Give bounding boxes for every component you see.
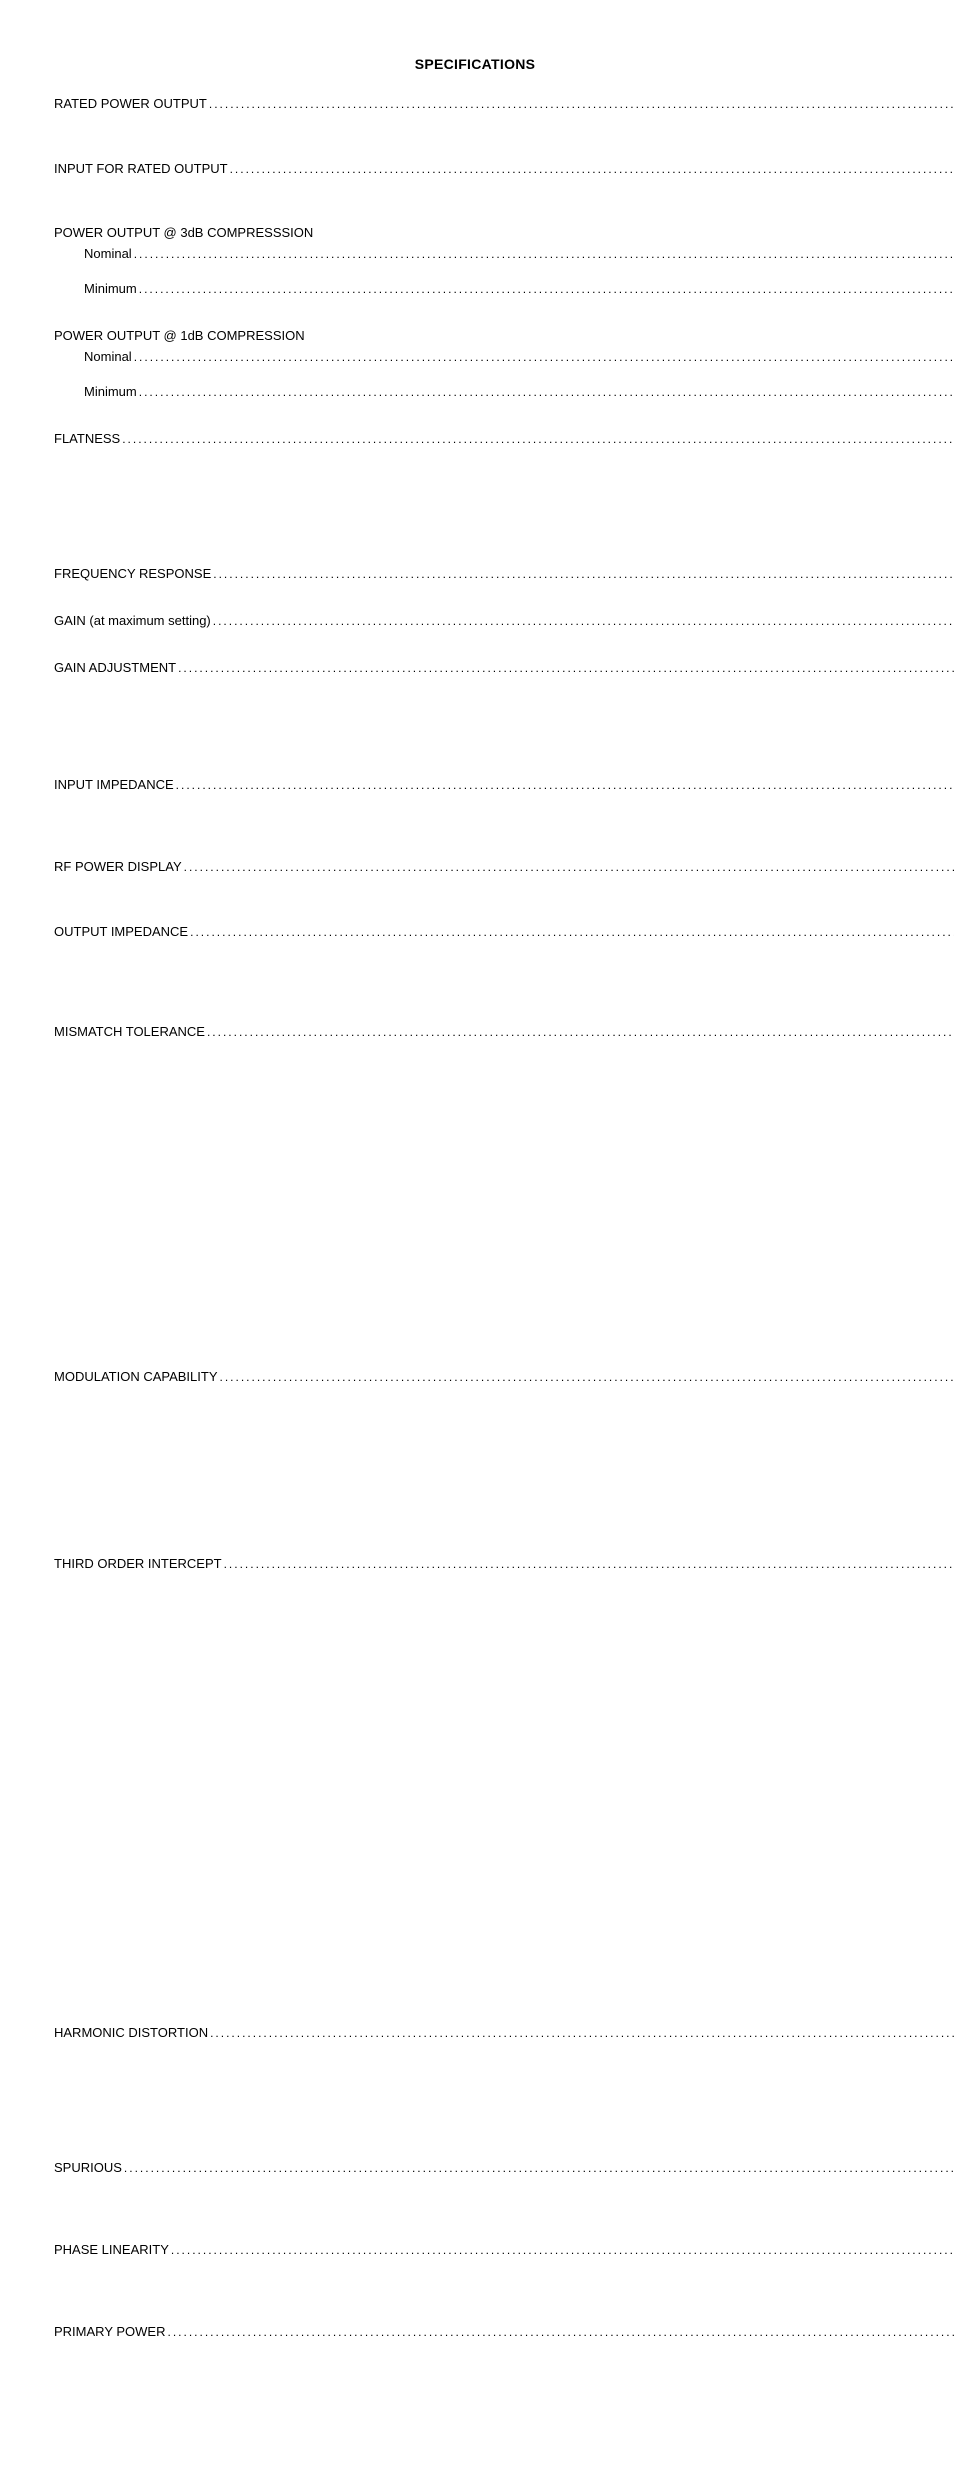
spec-label: GAIN (at maximum setting) <box>54 612 211 630</box>
spec-label-col: Nominal <box>54 347 954 366</box>
spec-row: RATED POWER OUTPUT120 watts minimum <box>54 94 896 147</box>
spec-label-col: MISMATCH TOLERANCE <box>54 1022 954 1041</box>
spec-label: POWER OUTPUT @ 1dB COMPRESSION <box>54 327 305 345</box>
spec-row: Minimum100 watts <box>54 382 896 417</box>
spec-label: GAIN ADJUSTMENT <box>54 659 176 677</box>
dot-leader <box>190 924 954 942</box>
spec-row: POWER OUTPUT @ 3dB COMPRESSSION <box>54 223 896 242</box>
spec-label: Minimum <box>84 280 137 298</box>
spec-row: THIRD ORDER INTERCEPTSee chart. The thir… <box>54 1554 896 2010</box>
spec-label-col: MODULATION CAPABILITY <box>54 1367 954 1386</box>
spec-label-col: OUTPUT IMPEDANCE <box>54 922 954 941</box>
dot-leader <box>307 328 432 346</box>
spec-label: THIRD ORDER INTERCEPT <box>54 1555 222 1573</box>
spec-label: FREQUENCY RESPONSE <box>54 565 211 583</box>
spec-label-col: Minimum <box>54 279 954 298</box>
spec-row: SPURIOUSMinus 73 dbc Typ. <box>54 2158 896 2228</box>
spec-row: Minimum120 watts <box>54 279 896 314</box>
page-title: SPECIFICATIONS <box>54 56 896 72</box>
spec-row: INPUT FOR RATED OUTPUT1.0 milliwatt maxi… <box>54 159 896 212</box>
spec-row: Nominal140 watts <box>54 244 896 279</box>
spec-label: POWER OUTPUT @ 3dB COMPRESSSION <box>54 224 313 242</box>
spec-label-col: Nominal <box>54 244 954 263</box>
spec-label-col: FREQUENCY RESPONSE <box>54 564 954 583</box>
spec-label: RF POWER DISPLAY <box>54 858 182 876</box>
dot-leader <box>230 161 954 179</box>
dot-leader <box>124 2160 954 2178</box>
spec-label: OUTPUT IMPEDANCE <box>54 923 188 941</box>
dot-leader <box>213 613 954 631</box>
spec-label: INPUT FOR RATED OUTPUT <box>54 160 228 178</box>
spec-label-col: THIRD ORDER INTERCEPT <box>54 1554 954 1573</box>
spec-label: RATED POWER OUTPUT <box>54 95 207 113</box>
spec-row: HARMONIC DISTORTIONMinus 20 dbc, max at … <box>54 2023 896 2146</box>
spec-row: POWER OUTPUT @ 1dB COMPRESSION <box>54 326 896 345</box>
spec-row: FREQUENCY RESPONSE0.8 – 3.0 GHz, instant… <box>54 564 896 599</box>
dot-leader <box>122 431 954 449</box>
spec-label-col: FLATNESS <box>54 429 954 448</box>
spec-label-col: GAIN ADJUSTMENT <box>54 658 954 677</box>
dot-leader <box>209 96 954 114</box>
dot-leader <box>134 246 954 264</box>
spec-label-col: INPUT IMPEDANCE <box>54 775 954 794</box>
spec-row: FLATNESS±1.5 dB typical±2.0 dB maximum±1… <box>54 429 896 552</box>
spec-row: PHASE LINEARITY± 1.0 deg/100 MHz, Typ <box>54 2240 896 2310</box>
dot-leader <box>139 281 954 299</box>
spec-label: FLATNESS <box>54 430 120 448</box>
spec-row: MISMATCH TOLERANCE100% of rated power wi… <box>54 1022 896 1355</box>
dot-leader <box>139 384 954 402</box>
dot-leader <box>210 2025 954 2043</box>
spec-label-col: PHASE LINEARITY <box>54 2240 954 2259</box>
dot-leader <box>171 2242 954 2260</box>
spec-row: INPUT IMPEDANCE50 ohms, VSWR 2.0:1 maxim… <box>54 775 896 845</box>
page-container: SPECIFICATIONS RATED POWER OUTPUT120 wat… <box>0 0 954 2470</box>
spec-label-col: RF POWER DISPLAY <box>54 857 954 876</box>
spec-list: RATED POWER OUTPUT120 watts minimum INPUT… <box>54 94 896 2470</box>
spec-label-col: PRIMARY POWER <box>54 2322 954 2341</box>
spec-label-col: HARMONIC DISTORTION <box>54 2023 954 2042</box>
spec-label-col: POWER OUTPUT @ 1dB COMPRESSION <box>54 326 434 345</box>
spec-label-col: POWER OUTPUT @ 3dB COMPRESSSION <box>54 223 434 242</box>
spec-label: MODULATION CAPABILITY <box>54 1368 218 1386</box>
spec-row: Nominal122 watts <box>54 347 896 382</box>
spec-label: Nominal <box>84 245 132 263</box>
spec-row: RF POWER DISPLAY0–150 Watts <box>54 857 896 910</box>
spec-label: PHASE LINEARITY <box>54 2241 169 2259</box>
spec-label-col: INPUT FOR RATED OUTPUT <box>54 159 954 178</box>
spec-row: PRIMARY POWER(Selected Automatically)90-… <box>54 2322 896 2462</box>
spec-label: Minimum <box>84 383 137 401</box>
dot-leader <box>207 1024 954 1042</box>
dot-leader <box>213 566 954 584</box>
dot-leader <box>134 349 954 367</box>
spec-row: GAIN (at maximum setting)51 dB minimum <box>54 611 896 646</box>
spec-label: HARMONIC DISTORTION <box>54 2024 208 2042</box>
spec-label-col: RATED POWER OUTPUT <box>54 94 954 113</box>
spec-row: OUTPUT IMPEDANCE50 ohms, nominal, VSWR 2… <box>54 922 896 1010</box>
spec-label-col: GAIN (at maximum setting) <box>54 611 954 630</box>
dot-leader <box>178 660 954 678</box>
dot-leader <box>176 777 954 795</box>
spec-label: SPURIOUS <box>54 2159 122 2177</box>
spec-row: GAIN ADJUSTMENT(Continuous Range)15 dB m… <box>54 658 896 763</box>
dot-leader <box>220 1369 954 1387</box>
spec-label: Nominal <box>84 348 132 366</box>
spec-label: PRIMARY POWER <box>54 2323 165 2341</box>
spec-row: MODULATION CAPABILITYWill faithfully rep… <box>54 1367 896 1542</box>
spec-label: MISMATCH TOLERANCE <box>54 1023 205 1041</box>
dot-leader <box>315 225 432 243</box>
spec-label: INPUT IMPEDANCE <box>54 776 174 794</box>
dot-leader <box>167 2324 954 2342</box>
spec-label-col: Minimum <box>54 382 954 401</box>
dot-leader <box>224 1556 954 1574</box>
spec-label-col: SPURIOUS <box>54 2158 954 2177</box>
dot-leader <box>184 859 954 877</box>
